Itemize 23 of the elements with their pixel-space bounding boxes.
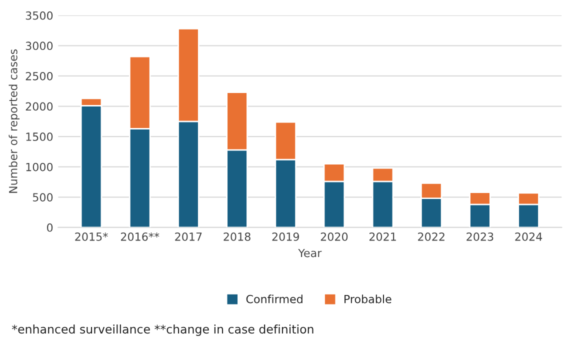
y-tick-label: 2000	[26, 102, 53, 111]
legend-label: Probable	[344, 294, 392, 304]
y-tick-label: 3500	[26, 11, 53, 20]
x-tick-label: 2019	[272, 232, 299, 241]
x-tick-label: 2021	[369, 232, 396, 241]
y-tick-label: 3000	[26, 42, 53, 50]
x-tick-label: 2015*	[75, 232, 108, 241]
y-tick-label: 2500	[26, 72, 53, 80]
legend-label: Confirmed	[246, 294, 302, 304]
x-axis-title: Year	[298, 248, 322, 258]
text: *enhanced surveillance **change in case definition	[12, 324, 314, 336]
y-tick-label: 500	[32, 193, 53, 202]
y-tick-label: 1500	[26, 132, 53, 141]
y-tick-label: 0	[47, 223, 53, 232]
x-tick-label: 2024	[515, 232, 542, 241]
y-axis-title: Number of reported cases	[8, 49, 20, 193]
x-tick-label: 2023	[466, 232, 494, 241]
y-tick-label: 1000	[26, 162, 53, 172]
x-tick-label: 2020	[320, 232, 348, 241]
x-tick-label: 2016**	[120, 232, 160, 241]
x-tick-label: 2022	[418, 232, 444, 241]
x-tick-label: 2018	[224, 232, 250, 241]
x-tick-label: 2017	[175, 232, 202, 241]
